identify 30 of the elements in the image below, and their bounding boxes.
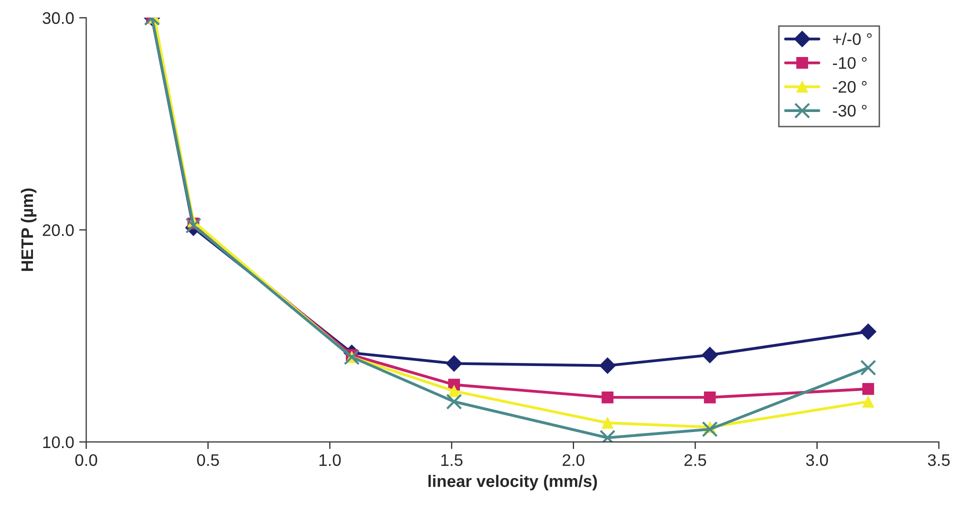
point <box>860 323 876 340</box>
x-tick-label: 2.5 <box>684 454 706 466</box>
point <box>448 385 460 397</box>
y-tick-label: 20.0 <box>42 224 74 236</box>
y-axis-title: HETP (µm) <box>20 188 36 271</box>
point <box>602 392 614 404</box>
point <box>862 396 874 408</box>
x-tick-label: 1.5 <box>441 454 463 466</box>
x-tick-label: 3.5 <box>928 454 950 466</box>
point <box>446 394 462 410</box>
legend-label: -30 ° <box>832 104 867 117</box>
point <box>702 346 718 364</box>
x-tick-label: 0.0 <box>75 454 98 466</box>
x-tick-label: 1.0 <box>320 454 341 466</box>
x-tick-label: 0.5 <box>197 454 219 466</box>
legend-label: -10 ° <box>832 57 867 69</box>
legend-label: +/-0 ° <box>833 32 872 46</box>
x-axis-title: linear velocity (mm/s) <box>428 474 597 490</box>
point <box>862 383 874 395</box>
legend-label: -20 ° <box>832 80 867 93</box>
point <box>599 357 616 374</box>
y-tick-label: 10.0 <box>43 436 74 448</box>
x-tick-label: 3.0 <box>806 454 828 466</box>
point <box>602 416 614 429</box>
y-tick-label: 30.0 <box>42 12 74 24</box>
x-tick-label: 2.0 <box>562 454 584 466</box>
point <box>446 355 462 372</box>
point <box>860 360 876 376</box>
point <box>704 392 716 404</box>
point <box>702 421 718 438</box>
